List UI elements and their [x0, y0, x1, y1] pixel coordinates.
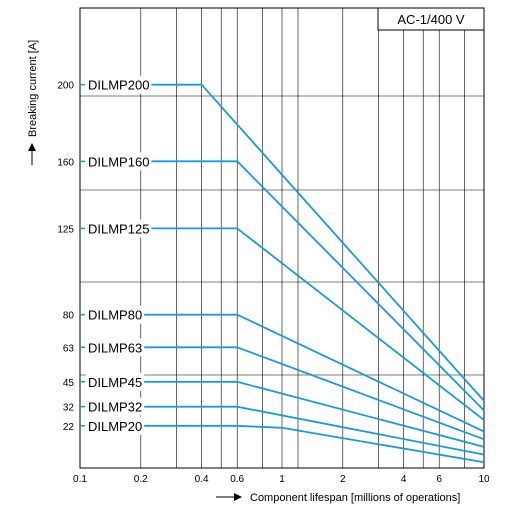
- series-labels: DILMP200 DILMP160 DILMP125 DILMP80 DILMP63 DI…: [86, 75, 152, 435]
- y-axis-label: Breaking current [A]: [27, 40, 39, 137]
- series-label: DILMP200: [88, 78, 149, 93]
- y-tick-labels: 200 160 125 80 63 45 32 22: [57, 81, 74, 433]
- series-label-bg: [86, 152, 152, 171]
- y-tick-label: 160: [57, 157, 74, 168]
- y-tick-label: 80: [63, 311, 75, 322]
- series-line: [86, 83, 485, 402]
- y-tick-label: 45: [63, 378, 75, 389]
- x-tick-label: 0.4: [195, 474, 209, 485]
- series-label: DILMP45: [88, 375, 142, 390]
- x-axis-title: Component lifespan [millions of operatio…: [216, 492, 460, 504]
- series-label-bg: [86, 75, 152, 94]
- y-tick-label: 22: [63, 422, 75, 433]
- series-label-bg: [86, 219, 152, 238]
- y-axis-arrow-icon: [28, 143, 36, 151]
- series-label: DILMP80: [88, 308, 142, 323]
- series-line: [86, 380, 485, 448]
- series-label: DILMP125: [88, 221, 149, 236]
- x-axis-arrow-icon: [234, 493, 242, 501]
- x-tick-labels: 0.1 0.2 0.4 0.6 1 2 4 6 10: [73, 474, 490, 485]
- x-tick-label: 1: [279, 474, 285, 485]
- x-tick-label: 4: [401, 474, 407, 485]
- x-tick-label: 0.2: [134, 474, 148, 485]
- series-line: [86, 227, 485, 421]
- x-tick-label: 2: [340, 474, 346, 485]
- series-label: DILMP160: [88, 154, 149, 169]
- series-label-bg: [86, 397, 145, 416]
- series-label-bg: [86, 416, 145, 435]
- series-label-bg: [86, 338, 145, 357]
- x-axis-label: Component lifespan [millions of operatio…: [250, 492, 460, 504]
- y-tick-label: 200: [57, 81, 74, 92]
- y-tick-label: 125: [57, 224, 74, 235]
- x-tick-label: 0.6: [230, 474, 244, 485]
- grid: [79, 7, 485, 469]
- series-label: DILMP63: [88, 340, 142, 355]
- x-tick-label: 0.1: [73, 474, 87, 485]
- series-label-bg: [86, 372, 145, 391]
- series-label-bg: [86, 305, 145, 324]
- y-axis-title: Breaking current [A]: [27, 40, 39, 165]
- y-tick-label: 32: [63, 403, 75, 414]
- y-tick-label: 63: [63, 343, 75, 354]
- condition-box: [377, 7, 485, 31]
- condition-label: AC-1/400 V: [397, 12, 465, 27]
- series-label: DILMP20: [88, 419, 142, 434]
- series-label: DILMP32: [88, 400, 142, 415]
- x-tick-label: 6: [436, 474, 442, 485]
- x-tick-label: 10: [478, 474, 490, 485]
